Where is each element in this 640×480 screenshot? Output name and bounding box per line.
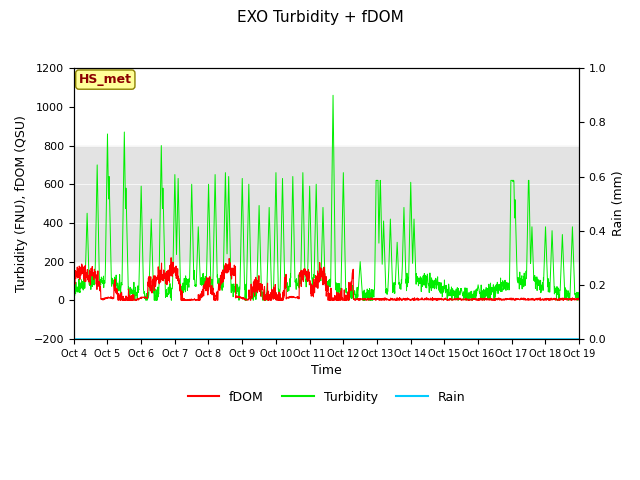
X-axis label: Time: Time [311, 364, 342, 377]
Legend: fDOM, Turbidity, Rain: fDOM, Turbidity, Rain [182, 385, 470, 408]
Bar [74, 145, 579, 262]
Y-axis label: Rain (mm): Rain (mm) [612, 171, 625, 236]
Text: EXO Turbidity + fDOM: EXO Turbidity + fDOM [237, 10, 403, 24]
Y-axis label: Turbidity (FNU), fDOM (QSU): Turbidity (FNU), fDOM (QSU) [15, 115, 28, 292]
Text: HS_met: HS_met [79, 73, 132, 86]
